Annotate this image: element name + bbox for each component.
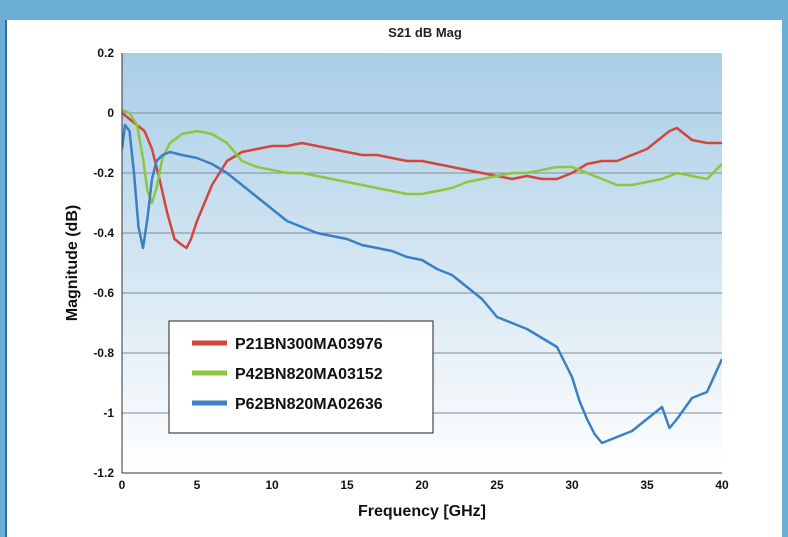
y-tick-label: -1: [103, 406, 114, 420]
y-tick-label: -0.4: [93, 226, 114, 240]
legend-box: [168, 320, 434, 434]
x-tick-label: 35: [640, 478, 654, 492]
x-tick-labels: 0 5 10 15 20 25 30 35 40: [119, 478, 729, 492]
y-tick-label: 0.2: [97, 46, 114, 60]
x-tick-label: 40: [715, 478, 729, 492]
x-tick-label: 0: [119, 478, 126, 492]
series-group: [122, 108, 722, 445]
chart-panel: 0 5 10 15 20 25 30 35 40 0.2 0 -0.2 -0.4 -0.6 -0.8 -1 -…: [5, 20, 782, 537]
x-tick-label: 15: [340, 478, 354, 492]
chart-title: S21 dB Mag: [388, 25, 462, 40]
legend: P21BN300MA03976 P42BN820MA03152 P62BN820MA…: [168, 320, 434, 434]
x-tick-label: 5: [194, 478, 201, 492]
x-axis-label: Frequency [GHz]: [358, 503, 486, 520]
legend-entry-label: P62BN820MA02636: [235, 396, 383, 413]
x-tick-label: 10: [265, 478, 279, 492]
y-tick-label: 0: [107, 106, 114, 120]
y-tick-label: -0.6: [93, 286, 114, 300]
legend-entry-label: P42BN820MA03152: [235, 366, 383, 383]
x-tick-label: 25: [490, 478, 504, 492]
y-tick-labels: 0.2 0 -0.2 -0.4 -0.6 -0.8 -1 -1.2: [93, 46, 114, 480]
y-tick-label: -1.2: [93, 466, 114, 480]
y-tick-label: -0.2: [93, 166, 114, 180]
x-tick-label: 20: [415, 478, 429, 492]
legend-entry-label: P21BN300MA03976: [235, 336, 383, 353]
series-line: [122, 112, 722, 250]
series-line: [122, 123, 722, 445]
series-line: [122, 108, 722, 205]
x-tick-label: 30: [565, 478, 579, 492]
y-axis-label: Magnitude (dB): [64, 205, 81, 321]
line-chart: 0 5 10 15 20 25 30 35 40 0.2 0 -0.2 -0.4 -0.6 -0.8 -1 -…: [64, 25, 729, 520]
y-tick-label: -0.8: [93, 346, 114, 360]
